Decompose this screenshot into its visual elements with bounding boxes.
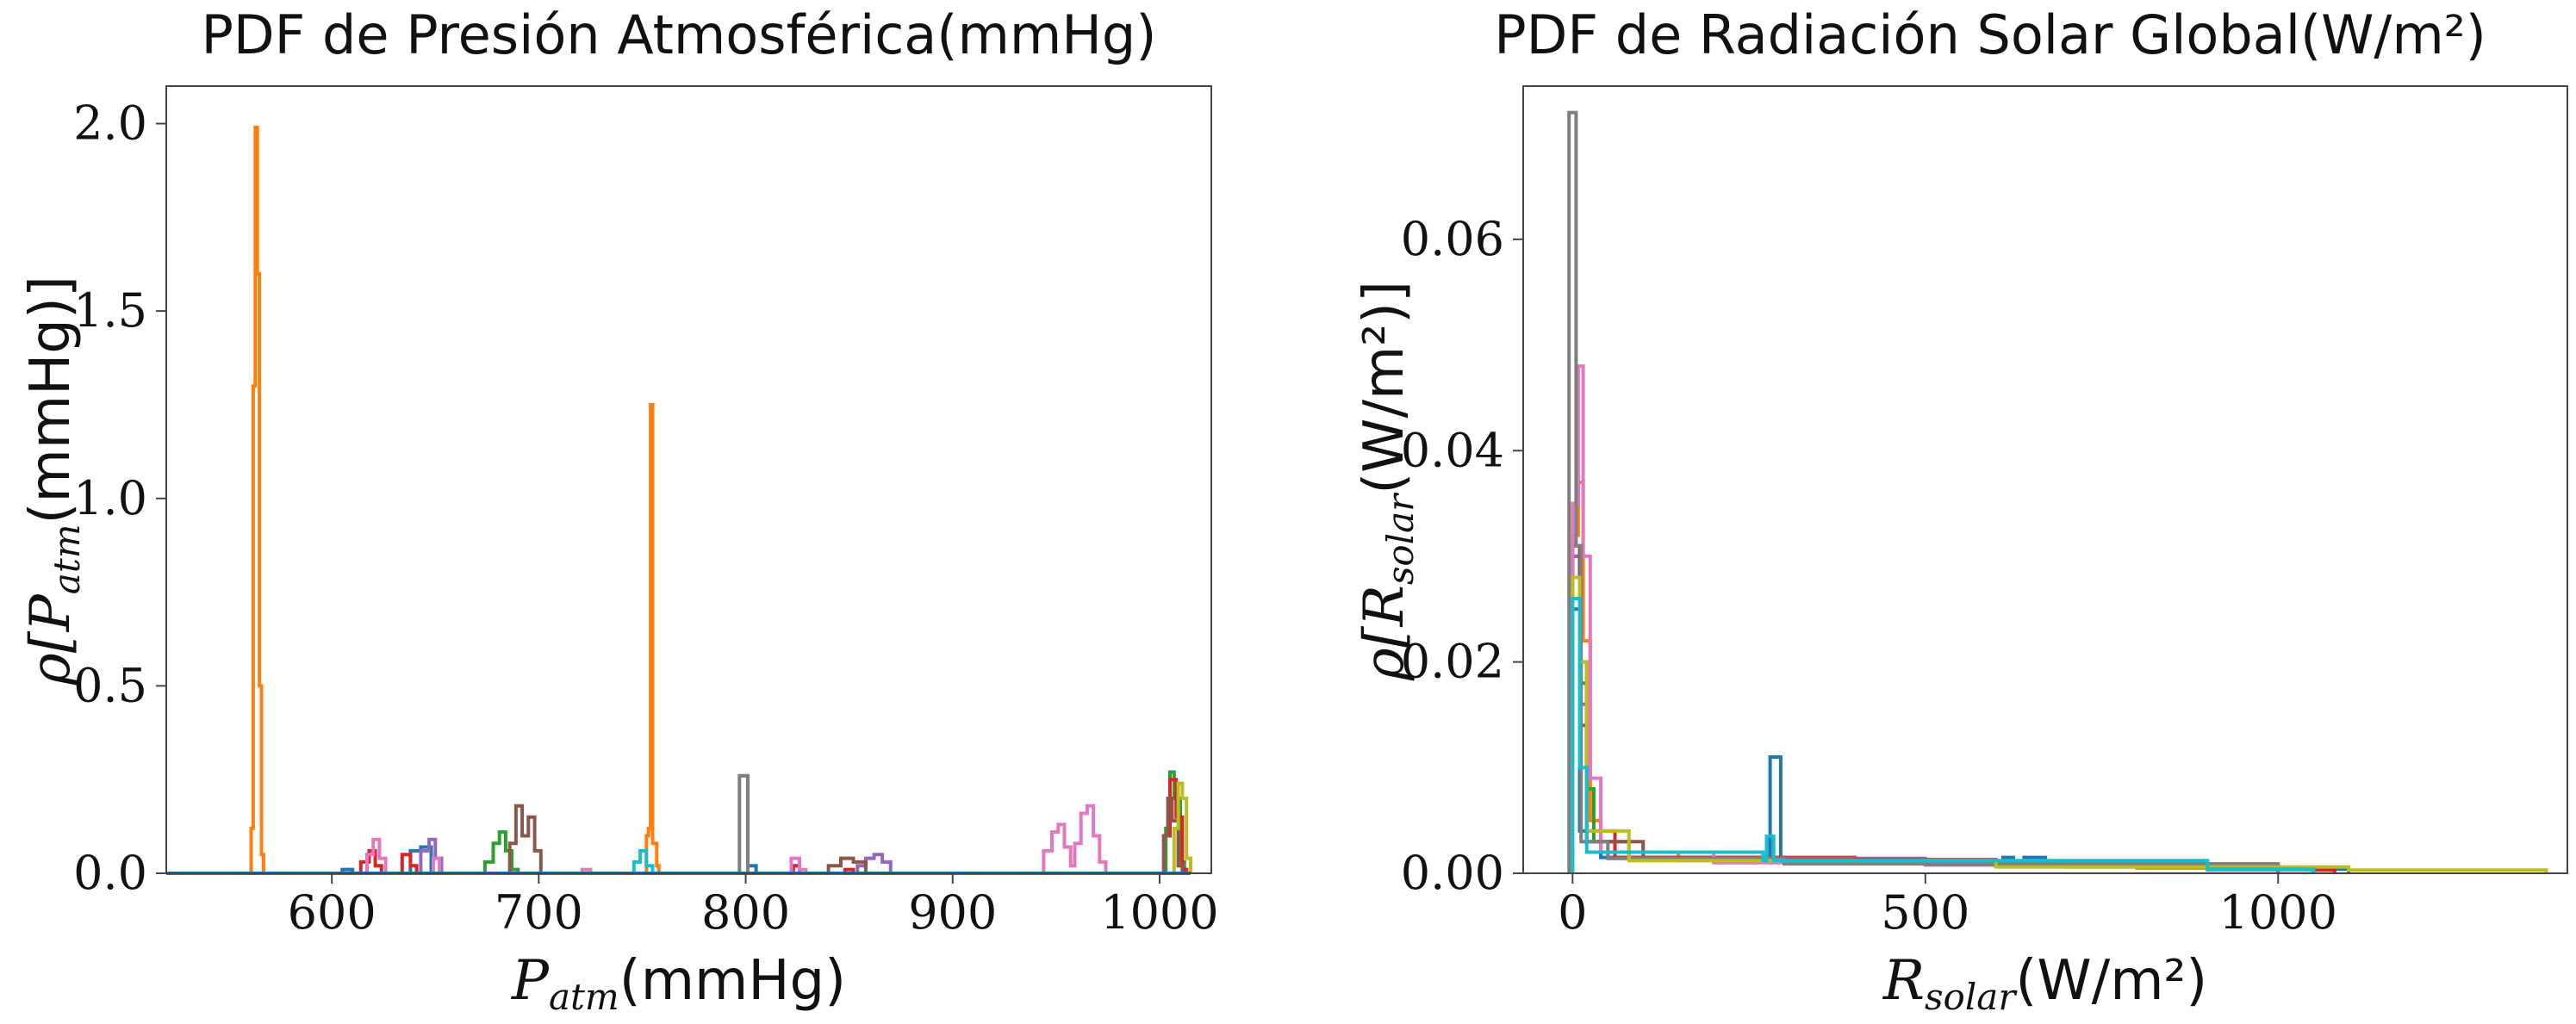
y-axis-label-unit: (W/m²)] bbox=[1353, 281, 1416, 494]
series-9 bbox=[1571, 597, 2316, 873]
series-0 bbox=[197, 845, 1191, 875]
y-axis-label-subscript: atm bbox=[46, 524, 88, 594]
chart-title: PDF de Presión Atmosférica(mmHg) bbox=[202, 3, 1157, 66]
y-tick-label: 0.5 bbox=[73, 658, 147, 712]
series-1 bbox=[1571, 481, 2316, 873]
y-axis-label-symbol: R bbox=[1353, 585, 1416, 627]
series-0 bbox=[1571, 607, 2351, 873]
y-axis-label: ρ[Patm(mmHg)] bbox=[19, 276, 88, 686]
x-axis-label: Rsolar(W/m²) bbox=[1882, 949, 2207, 1018]
y-axis-label-symbol: P bbox=[19, 593, 83, 632]
series-9 bbox=[627, 848, 655, 875]
plot-frame bbox=[1522, 85, 2568, 874]
x-axis-label-symbol: R bbox=[1882, 949, 1925, 1013]
chart-title: PDF de Radiación Solar Global(W/m²) bbox=[1494, 3, 2486, 66]
series-3 bbox=[1571, 554, 2336, 873]
series-3 bbox=[352, 778, 1189, 875]
x-tick-label: 600 bbox=[288, 885, 376, 940]
y-axis-label-prefix: ρ[ bbox=[1353, 625, 1416, 681]
radiation-chart: PDF de Radiación Solar Global(W/m²) 0 500… bbox=[1353, 3, 2568, 1018]
x-tick-label: 0 bbox=[1558, 885, 1587, 940]
series-6 bbox=[360, 804, 1108, 875]
series-2 bbox=[1571, 575, 2280, 873]
x-tick-label: 1000 bbox=[1100, 885, 1218, 940]
series-layer bbox=[1567, 110, 2548, 873]
x-axis-label-unit: (W/m²) bbox=[2015, 949, 2207, 1013]
series-7 bbox=[1567, 110, 2280, 873]
y-axis: 0.0 0.5 1.0 1.5 2.0 bbox=[73, 96, 166, 900]
series-4 bbox=[1571, 554, 2280, 873]
y-axis-label-subscript: solar bbox=[1379, 492, 1422, 585]
series-1 bbox=[239, 125, 661, 875]
y-tick-label: 2.0 bbox=[73, 96, 147, 151]
x-axis-label-symbol: P bbox=[511, 949, 550, 1013]
x-axis-label-subscript: solar bbox=[1925, 976, 2018, 1018]
y-tick-label: 1.0 bbox=[73, 471, 147, 525]
x-tick-label: 500 bbox=[1881, 885, 1969, 940]
series-2 bbox=[476, 770, 1186, 875]
series-8 bbox=[1571, 575, 2548, 873]
x-tick-label: 900 bbox=[908, 885, 997, 940]
pressure-chart: PDF de Presión Atmosférica(mmHg) 600 700 8… bbox=[19, 3, 1219, 1018]
x-axis-label-subscript: atm bbox=[549, 976, 619, 1018]
series-7 bbox=[737, 773, 750, 875]
x-axis-label-unit: (mmHg) bbox=[619, 949, 846, 1013]
series-6 bbox=[1571, 364, 2316, 873]
y-tick-label: 0.00 bbox=[1401, 846, 1504, 900]
series-5 bbox=[1571, 543, 2280, 873]
plot-frame bbox=[165, 85, 1212, 874]
x-tick-label: 1000 bbox=[2219, 885, 2337, 940]
x-axis-label: Patm(mmHg) bbox=[511, 949, 846, 1018]
y-tick-label: 0.04 bbox=[1401, 423, 1504, 477]
series-8 bbox=[1167, 781, 1192, 875]
x-axis: 600 700 800 900 1000 bbox=[288, 873, 1219, 940]
y-tick-label: 1.5 bbox=[73, 283, 147, 338]
x-tick-label: 800 bbox=[701, 885, 790, 940]
y-tick-label: 0.02 bbox=[1401, 635, 1504, 689]
x-tick-label: 700 bbox=[495, 885, 583, 940]
series-layer bbox=[166, 125, 1192, 875]
y-axis-label-unit: (mmHg)] bbox=[19, 276, 83, 524]
y-axis-label: ρ[Rsolar(W/m²)] bbox=[1353, 281, 1422, 681]
x-axis: 0 500 1000 bbox=[1558, 873, 2337, 940]
y-axis-label-prefix: ρ[ bbox=[19, 630, 83, 686]
series-5 bbox=[501, 797, 1185, 875]
y-tick-label: 0.0 bbox=[73, 846, 147, 900]
y-tick-label: 0.06 bbox=[1401, 212, 1504, 266]
y-axis: 0.00 0.02 0.04 0.06 bbox=[1401, 212, 1523, 900]
